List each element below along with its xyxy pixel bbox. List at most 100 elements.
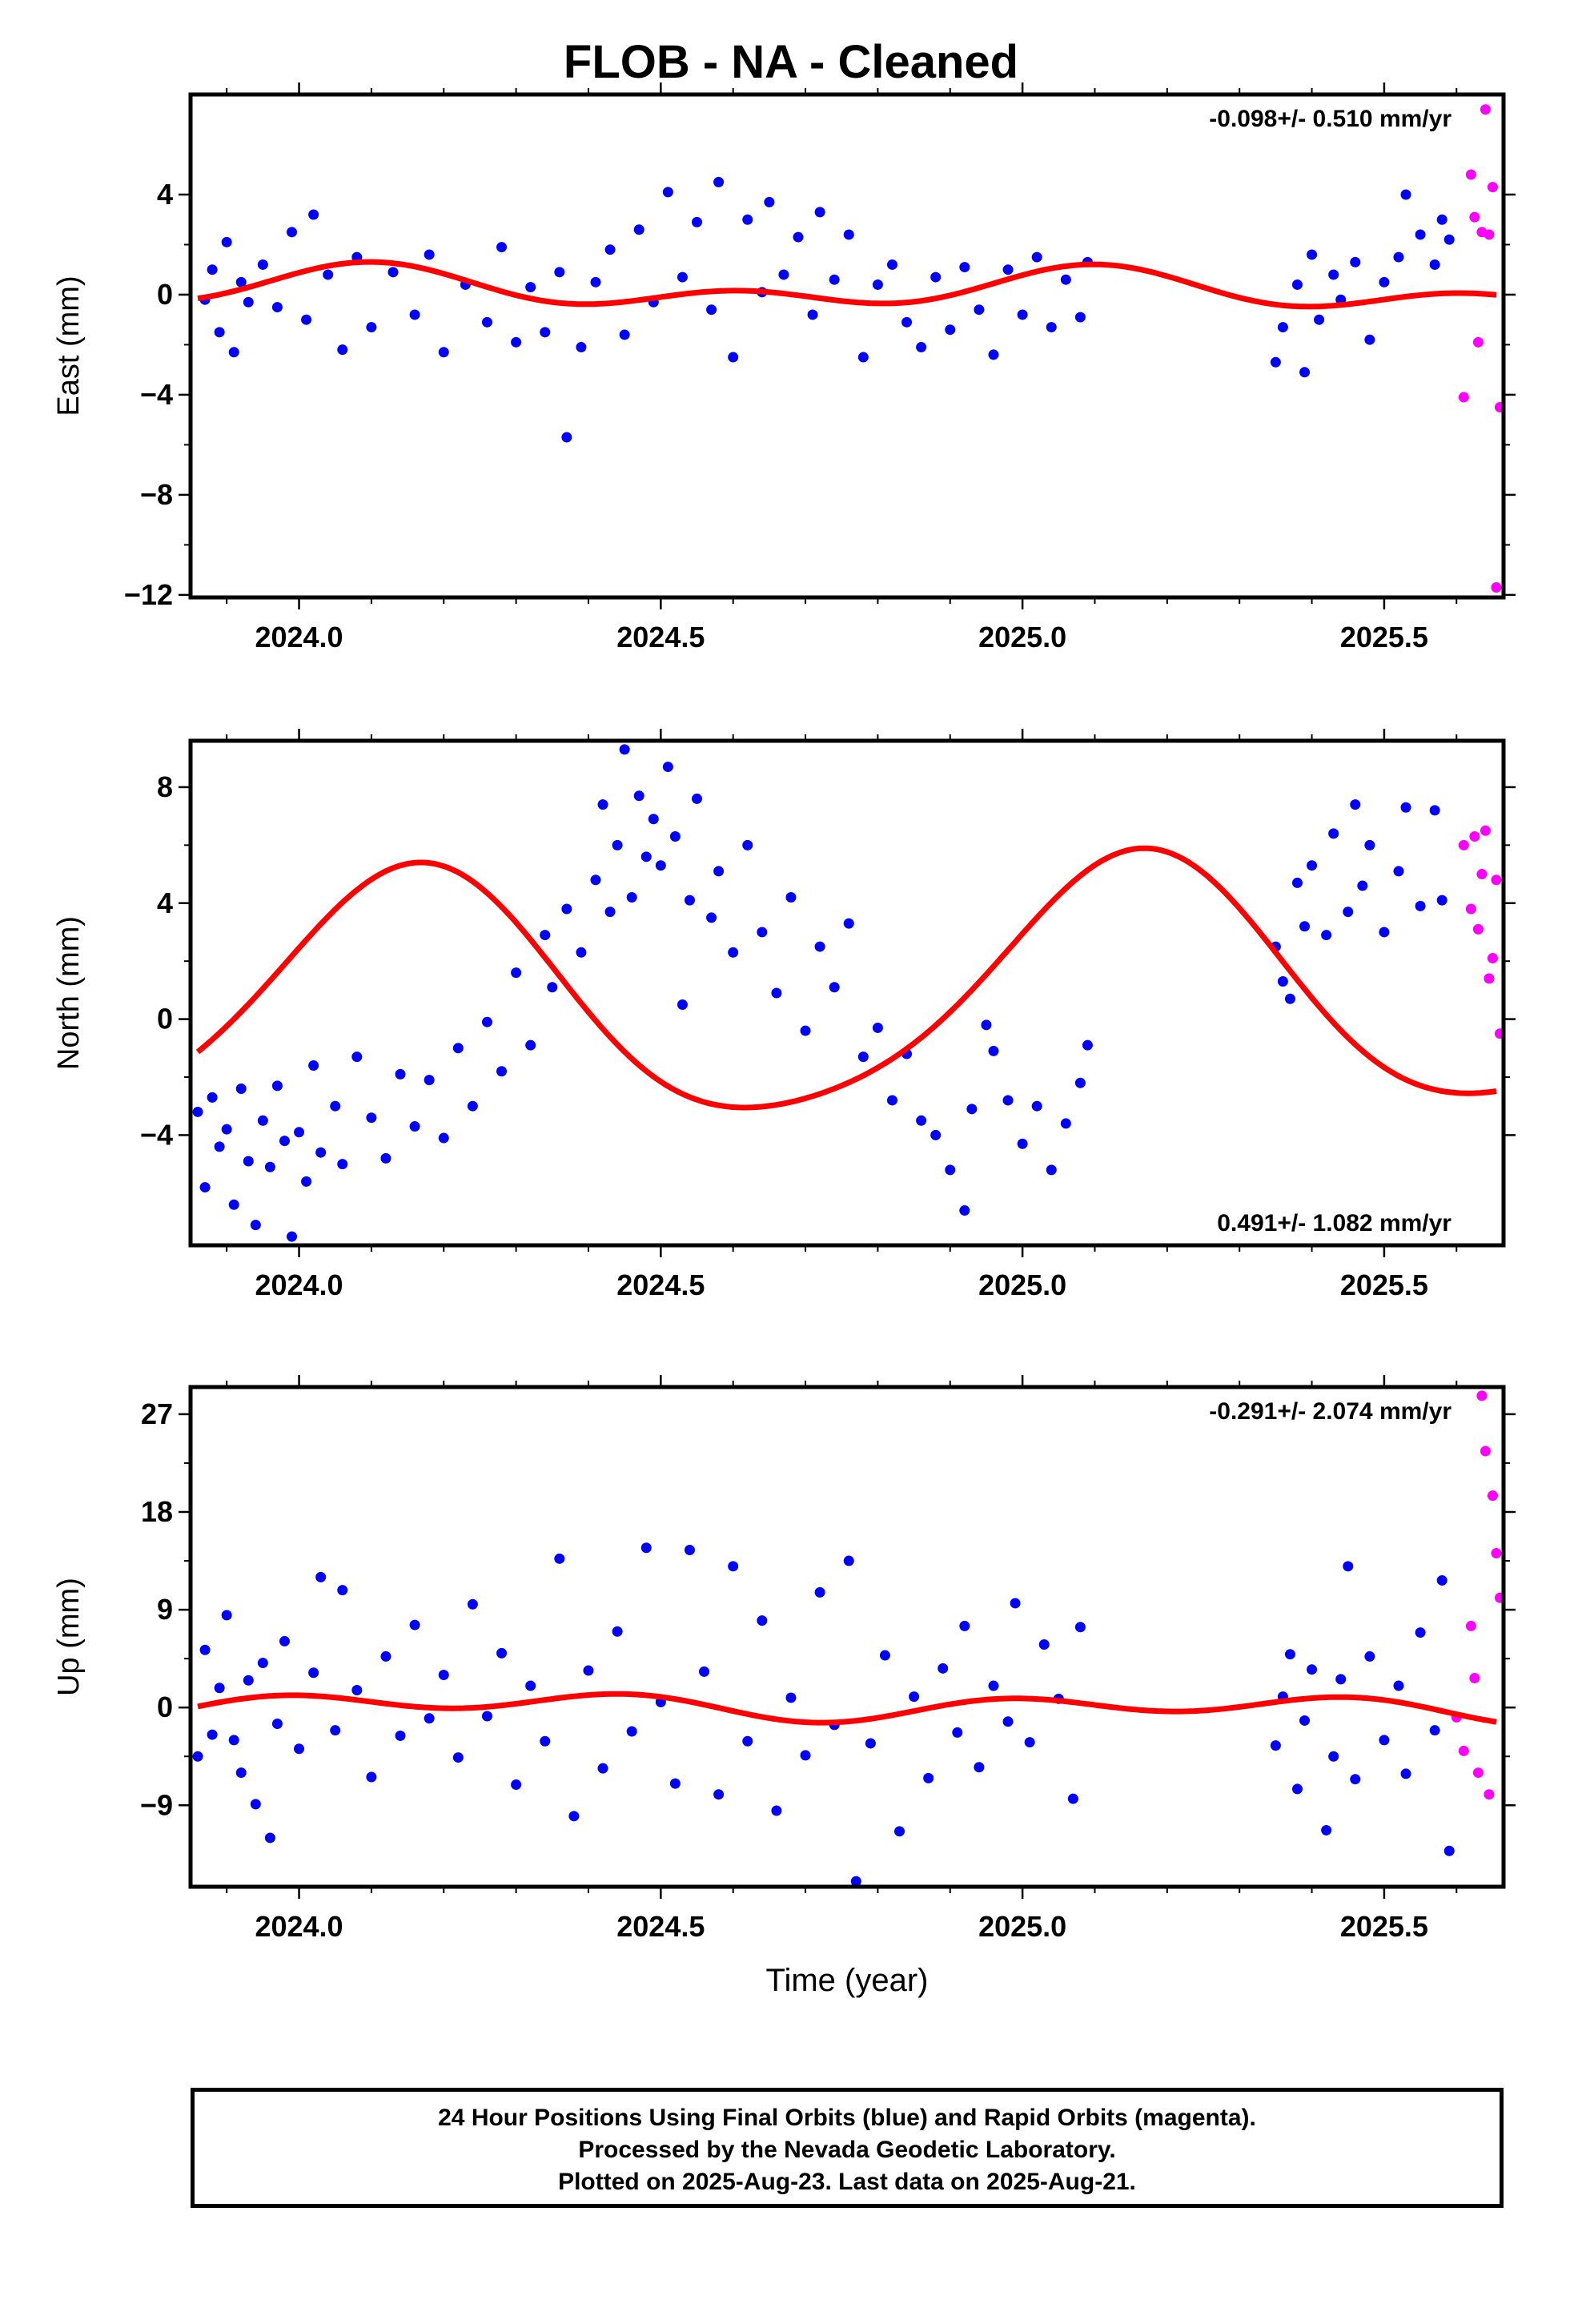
final-orbit-point bbox=[554, 267, 565, 278]
final-orbit-point bbox=[807, 309, 818, 320]
final-orbit-point bbox=[1379, 1735, 1390, 1746]
rapid-orbit-point bbox=[1469, 830, 1480, 842]
y-tick-label: −12 bbox=[124, 578, 173, 611]
final-orbit-point bbox=[540, 327, 551, 338]
final-orbit-point bbox=[959, 1620, 970, 1631]
y-axis-label: East (mm) bbox=[52, 275, 86, 416]
final-orbit-point bbox=[1415, 229, 1426, 240]
final-orbit-point bbox=[438, 1132, 449, 1144]
final-orbit-point bbox=[1307, 860, 1318, 871]
final-orbit-point bbox=[409, 1121, 420, 1132]
final-orbit-point bbox=[387, 267, 399, 278]
final-orbit-point bbox=[894, 1826, 905, 1837]
final-orbit-point bbox=[1291, 1783, 1303, 1795]
final-orbit-point bbox=[713, 1789, 725, 1800]
final-orbit-point bbox=[945, 324, 956, 336]
final-orbit-point bbox=[640, 851, 652, 862]
final-orbit-point bbox=[988, 349, 999, 360]
final-orbit-point bbox=[228, 1735, 239, 1746]
final-orbit-point bbox=[814, 207, 825, 218]
final-orbit-point bbox=[981, 1019, 992, 1031]
final-orbit-point bbox=[1379, 276, 1390, 287]
final-orbit-point bbox=[1082, 1039, 1093, 1051]
final-orbit-point bbox=[308, 1060, 319, 1072]
final-orbit-point bbox=[1031, 251, 1042, 263]
final-orbit-point bbox=[496, 1066, 508, 1077]
y-tick-label: 4 bbox=[157, 178, 173, 211]
rapid-orbit-point bbox=[1458, 392, 1469, 403]
final-orbit-point bbox=[778, 269, 789, 280]
final-orbit-point bbox=[626, 892, 637, 903]
final-orbit-point bbox=[1335, 1674, 1347, 1685]
final-orbit-point bbox=[974, 304, 985, 316]
final-orbit-point bbox=[857, 352, 869, 363]
final-orbit-point bbox=[843, 229, 854, 240]
rate-annotation: -0.291+/- 2.074 mm/yr bbox=[1209, 1398, 1452, 1425]
final-orbit-point bbox=[250, 1220, 261, 1231]
y-tick-label: 18 bbox=[141, 1495, 173, 1528]
rapid-orbit-point bbox=[1465, 1620, 1476, 1631]
final-orbit-point bbox=[221, 236, 232, 247]
y-axis-label: North (mm) bbox=[52, 916, 86, 1070]
final-orbit-point bbox=[742, 839, 753, 850]
final-orbit-point bbox=[199, 1644, 211, 1655]
final-orbit-point bbox=[214, 327, 225, 338]
final-orbit-point bbox=[684, 1544, 695, 1555]
final-orbit-point bbox=[554, 1553, 565, 1564]
final-orbit-point bbox=[271, 1719, 283, 1730]
x-tick-label: 2024.0 bbox=[255, 1910, 343, 1943]
final-orbit-point bbox=[814, 1586, 825, 1598]
y-tick-label: 27 bbox=[141, 1397, 173, 1430]
final-orbit-point bbox=[959, 1205, 970, 1216]
final-orbit-point bbox=[1379, 927, 1390, 938]
final-orbit-point bbox=[604, 907, 616, 918]
final-orbit-point bbox=[633, 790, 644, 802]
final-orbit-point bbox=[945, 1164, 956, 1176]
final-orbit-point bbox=[540, 930, 551, 941]
final-orbit-point bbox=[395, 1068, 406, 1080]
final-orbit-point bbox=[1400, 802, 1411, 813]
final-orbit-point bbox=[974, 1762, 985, 1773]
x-tick-label: 2025.5 bbox=[1340, 621, 1428, 653]
final-orbit-point bbox=[1002, 264, 1014, 275]
final-orbit-point bbox=[626, 1726, 637, 1737]
rapid-orbit-point bbox=[1484, 973, 1495, 984]
final-orbit-point bbox=[1307, 1664, 1318, 1675]
final-orbit-point bbox=[728, 947, 739, 958]
final-orbit-point bbox=[1046, 1164, 1057, 1176]
final-orbit-point bbox=[351, 1684, 363, 1695]
chart-title: FLOB - NA - Cleaned bbox=[563, 36, 1019, 88]
final-orbit-point bbox=[728, 352, 739, 363]
final-orbit-point bbox=[561, 432, 572, 443]
rapid-orbit-point bbox=[1472, 923, 1484, 935]
final-orbit-point bbox=[1328, 269, 1339, 280]
final-orbit-point bbox=[1074, 1077, 1086, 1088]
final-orbit-point bbox=[315, 1571, 327, 1582]
rapid-orbit-point bbox=[1491, 1548, 1502, 1559]
final-orbit-point bbox=[800, 1025, 811, 1036]
final-orbit-point bbox=[706, 912, 717, 923]
final-orbit-point bbox=[1393, 251, 1404, 263]
final-orbit-point bbox=[323, 269, 334, 280]
final-orbit-point bbox=[337, 1585, 348, 1596]
rapid-orbit-point bbox=[1484, 229, 1495, 240]
final-orbit-point bbox=[540, 1735, 551, 1747]
final-orbit-point bbox=[452, 1752, 464, 1763]
final-orbit-point bbox=[1443, 1845, 1455, 1856]
final-orbit-point bbox=[271, 302, 283, 313]
final-orbit-point bbox=[1350, 799, 1361, 810]
final-orbit-point bbox=[923, 1772, 934, 1783]
final-orbit-point bbox=[1031, 1100, 1042, 1112]
final-orbit-point bbox=[1328, 828, 1339, 839]
final-orbit-point bbox=[192, 1751, 203, 1762]
final-orbit-point bbox=[1046, 322, 1057, 333]
rate-annotation: 0.491+/- 1.082 mm/yr bbox=[1217, 1210, 1452, 1236]
final-orbit-point bbox=[257, 259, 268, 270]
final-orbit-point bbox=[1436, 1574, 1447, 1586]
final-orbit-point bbox=[496, 1647, 508, 1659]
final-orbit-point bbox=[857, 1051, 869, 1063]
final-orbit-point bbox=[843, 918, 854, 929]
x-tick-label: 2024.0 bbox=[255, 1269, 343, 1301]
final-orbit-point bbox=[742, 214, 753, 225]
rapid-orbit-point bbox=[1480, 104, 1491, 115]
